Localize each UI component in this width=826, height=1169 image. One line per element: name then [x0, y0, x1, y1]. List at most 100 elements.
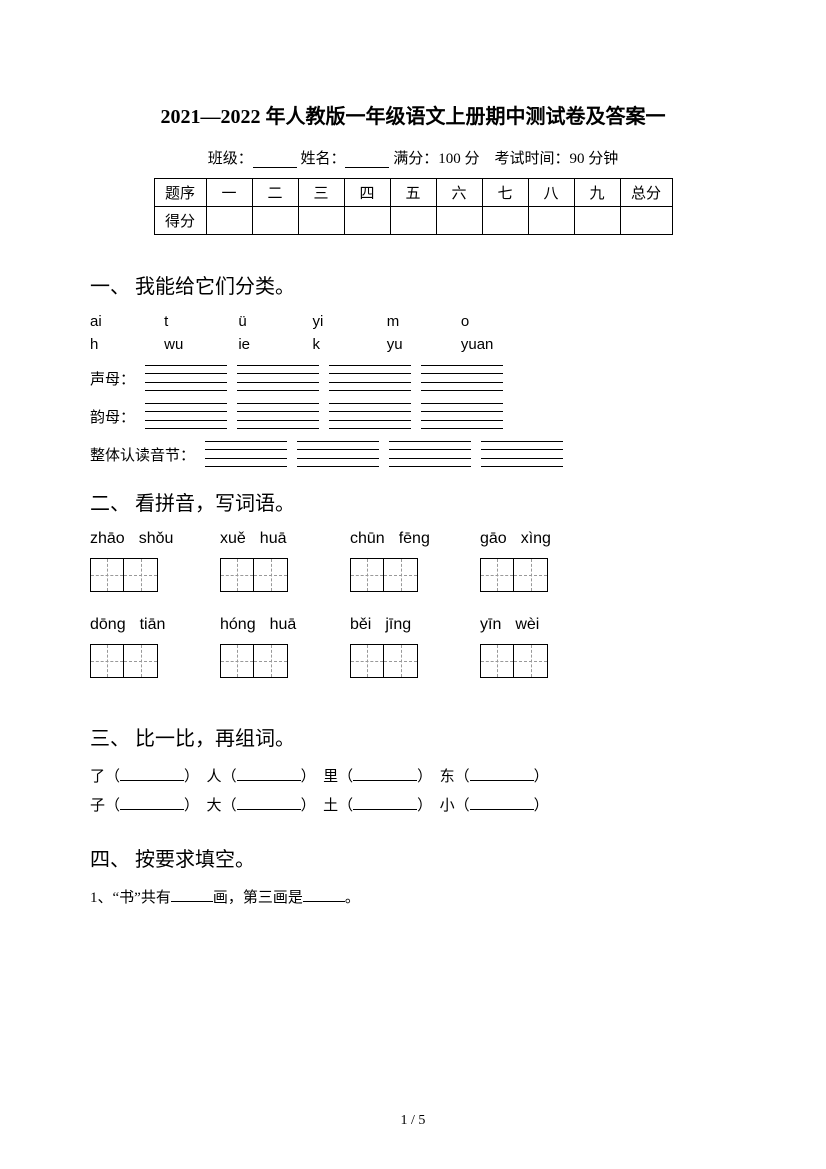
blank[interactable] [353, 767, 417, 781]
fullscore-value: 100 分 [438, 151, 479, 167]
pinyin-item: yu [387, 336, 457, 353]
cell[interactable] [298, 207, 344, 235]
grid-row-1 [90, 558, 736, 592]
section4-heading: 四、 按要求填空。 [90, 843, 736, 872]
char: 小 [440, 798, 455, 814]
cell[interactable] [436, 207, 482, 235]
pinyin-item: wu [164, 336, 234, 353]
table-row: 得分 [154, 207, 672, 235]
blank[interactable] [237, 767, 301, 781]
cell: 九 [574, 179, 620, 207]
cell: 六 [436, 179, 482, 207]
text: 。 [345, 890, 360, 906]
pinyin-item: ai [90, 313, 160, 330]
pinyin: fēng [399, 530, 430, 548]
tian-pair[interactable] [480, 558, 548, 592]
text: 画，第三画是 [213, 890, 303, 906]
name-blank[interactable] [345, 152, 389, 168]
cell[interactable] [482, 207, 528, 235]
four-line-box[interactable] [297, 441, 379, 467]
blank[interactable] [171, 888, 213, 902]
cell[interactable] [252, 207, 298, 235]
cell[interactable] [574, 207, 620, 235]
cell: 四 [344, 179, 390, 207]
pinyin-group-1: zhāoshǒu xuěhuā chūnfēng gāoxìng [90, 530, 736, 548]
compare-row-2: 子（） 大（） 土（） 小（） [90, 794, 736, 815]
pinyin: běi [350, 616, 371, 634]
cell[interactable] [390, 207, 436, 235]
section1-heading: 一、 我能给它们分类。 [90, 270, 736, 299]
blank[interactable] [120, 767, 184, 781]
blank[interactable] [470, 796, 534, 810]
page-title: 2021—2022 年人教版一年级语文上册期中测试卷及答案一 [90, 100, 736, 129]
char: 子 [90, 798, 105, 814]
pinyin-item: ie [238, 336, 308, 353]
pinyin: gāo [480, 530, 507, 548]
cell: 七 [482, 179, 528, 207]
tian-pair[interactable] [480, 644, 548, 678]
pinyin: hóng [220, 616, 256, 634]
four-line-box[interactable] [237, 403, 319, 429]
blank[interactable] [353, 796, 417, 810]
zhengti-label: 整体认读音节： [90, 444, 195, 465]
time-value: 90 分钟 [570, 151, 619, 167]
cell[interactable] [528, 207, 574, 235]
info-row: 班级： 姓名： 满分：100 分 考试时间：90 分钟 [90, 147, 736, 168]
tian-pair[interactable] [220, 558, 288, 592]
four-line-box[interactable] [237, 365, 319, 391]
table-row: 题序 一 二 三 四 五 六 七 八 九 总分 [154, 179, 672, 207]
pinyin: yīn [480, 616, 501, 634]
pinyin-item: m [387, 313, 457, 330]
pinyin-item: k [313, 336, 383, 353]
char: 东 [440, 769, 455, 785]
page-footer: 1 / 5 [0, 1113, 826, 1129]
section3-heading: 三、 比一比，再组词。 [90, 722, 736, 751]
pinyin: chūn [350, 530, 385, 548]
pinyin: wèi [515, 616, 539, 634]
char: 里 [323, 769, 338, 785]
blank[interactable] [237, 796, 301, 810]
blank[interactable] [120, 796, 184, 810]
pinyin: jīng [385, 616, 411, 634]
char: 土 [323, 798, 338, 814]
four-line-box[interactable] [329, 403, 411, 429]
cell: 八 [528, 179, 574, 207]
four-line-box[interactable] [421, 403, 503, 429]
yunmu-label: 韵母： [90, 406, 135, 427]
pinyin: shǒu [139, 530, 174, 548]
four-line-box[interactable] [329, 365, 411, 391]
tian-pair[interactable] [90, 558, 158, 592]
four-line-box[interactable] [389, 441, 471, 467]
pinyin: xìng [521, 530, 551, 548]
four-line-box[interactable] [145, 403, 227, 429]
zhengti-row: 整体认读音节： [90, 441, 736, 467]
four-line-box[interactable] [145, 365, 227, 391]
pinyin-item: yuan [461, 336, 494, 353]
shengmu-label: 声母： [90, 368, 135, 389]
blank[interactable] [303, 888, 345, 902]
tian-pair[interactable] [350, 558, 418, 592]
yunmu-row: 韵母： [90, 403, 736, 429]
tian-pair[interactable] [350, 644, 418, 678]
name-label: 姓名： [300, 151, 345, 167]
grid-row-2 [90, 644, 736, 678]
class-blank[interactable] [253, 152, 297, 168]
four-line-box[interactable] [205, 441, 287, 467]
pinyin: dōng [90, 616, 126, 634]
cell: 二 [252, 179, 298, 207]
text: 1、“书”共有 [90, 890, 171, 906]
blank[interactable] [470, 767, 534, 781]
four-line-box[interactable] [481, 441, 563, 467]
tian-pair[interactable] [220, 644, 288, 678]
cell[interactable] [344, 207, 390, 235]
score-table: 题序 一 二 三 四 五 六 七 八 九 总分 得分 [154, 178, 673, 235]
pinyin: huā [270, 616, 297, 634]
class-label: 班级： [208, 151, 253, 167]
cell[interactable] [206, 207, 252, 235]
pinyin-item: ü [238, 313, 308, 330]
cell[interactable] [620, 207, 672, 235]
four-line-box[interactable] [421, 365, 503, 391]
pinyin-row-2: h wu ie k yu yuan [90, 336, 736, 353]
tian-pair[interactable] [90, 644, 158, 678]
char: 人 [207, 769, 222, 785]
